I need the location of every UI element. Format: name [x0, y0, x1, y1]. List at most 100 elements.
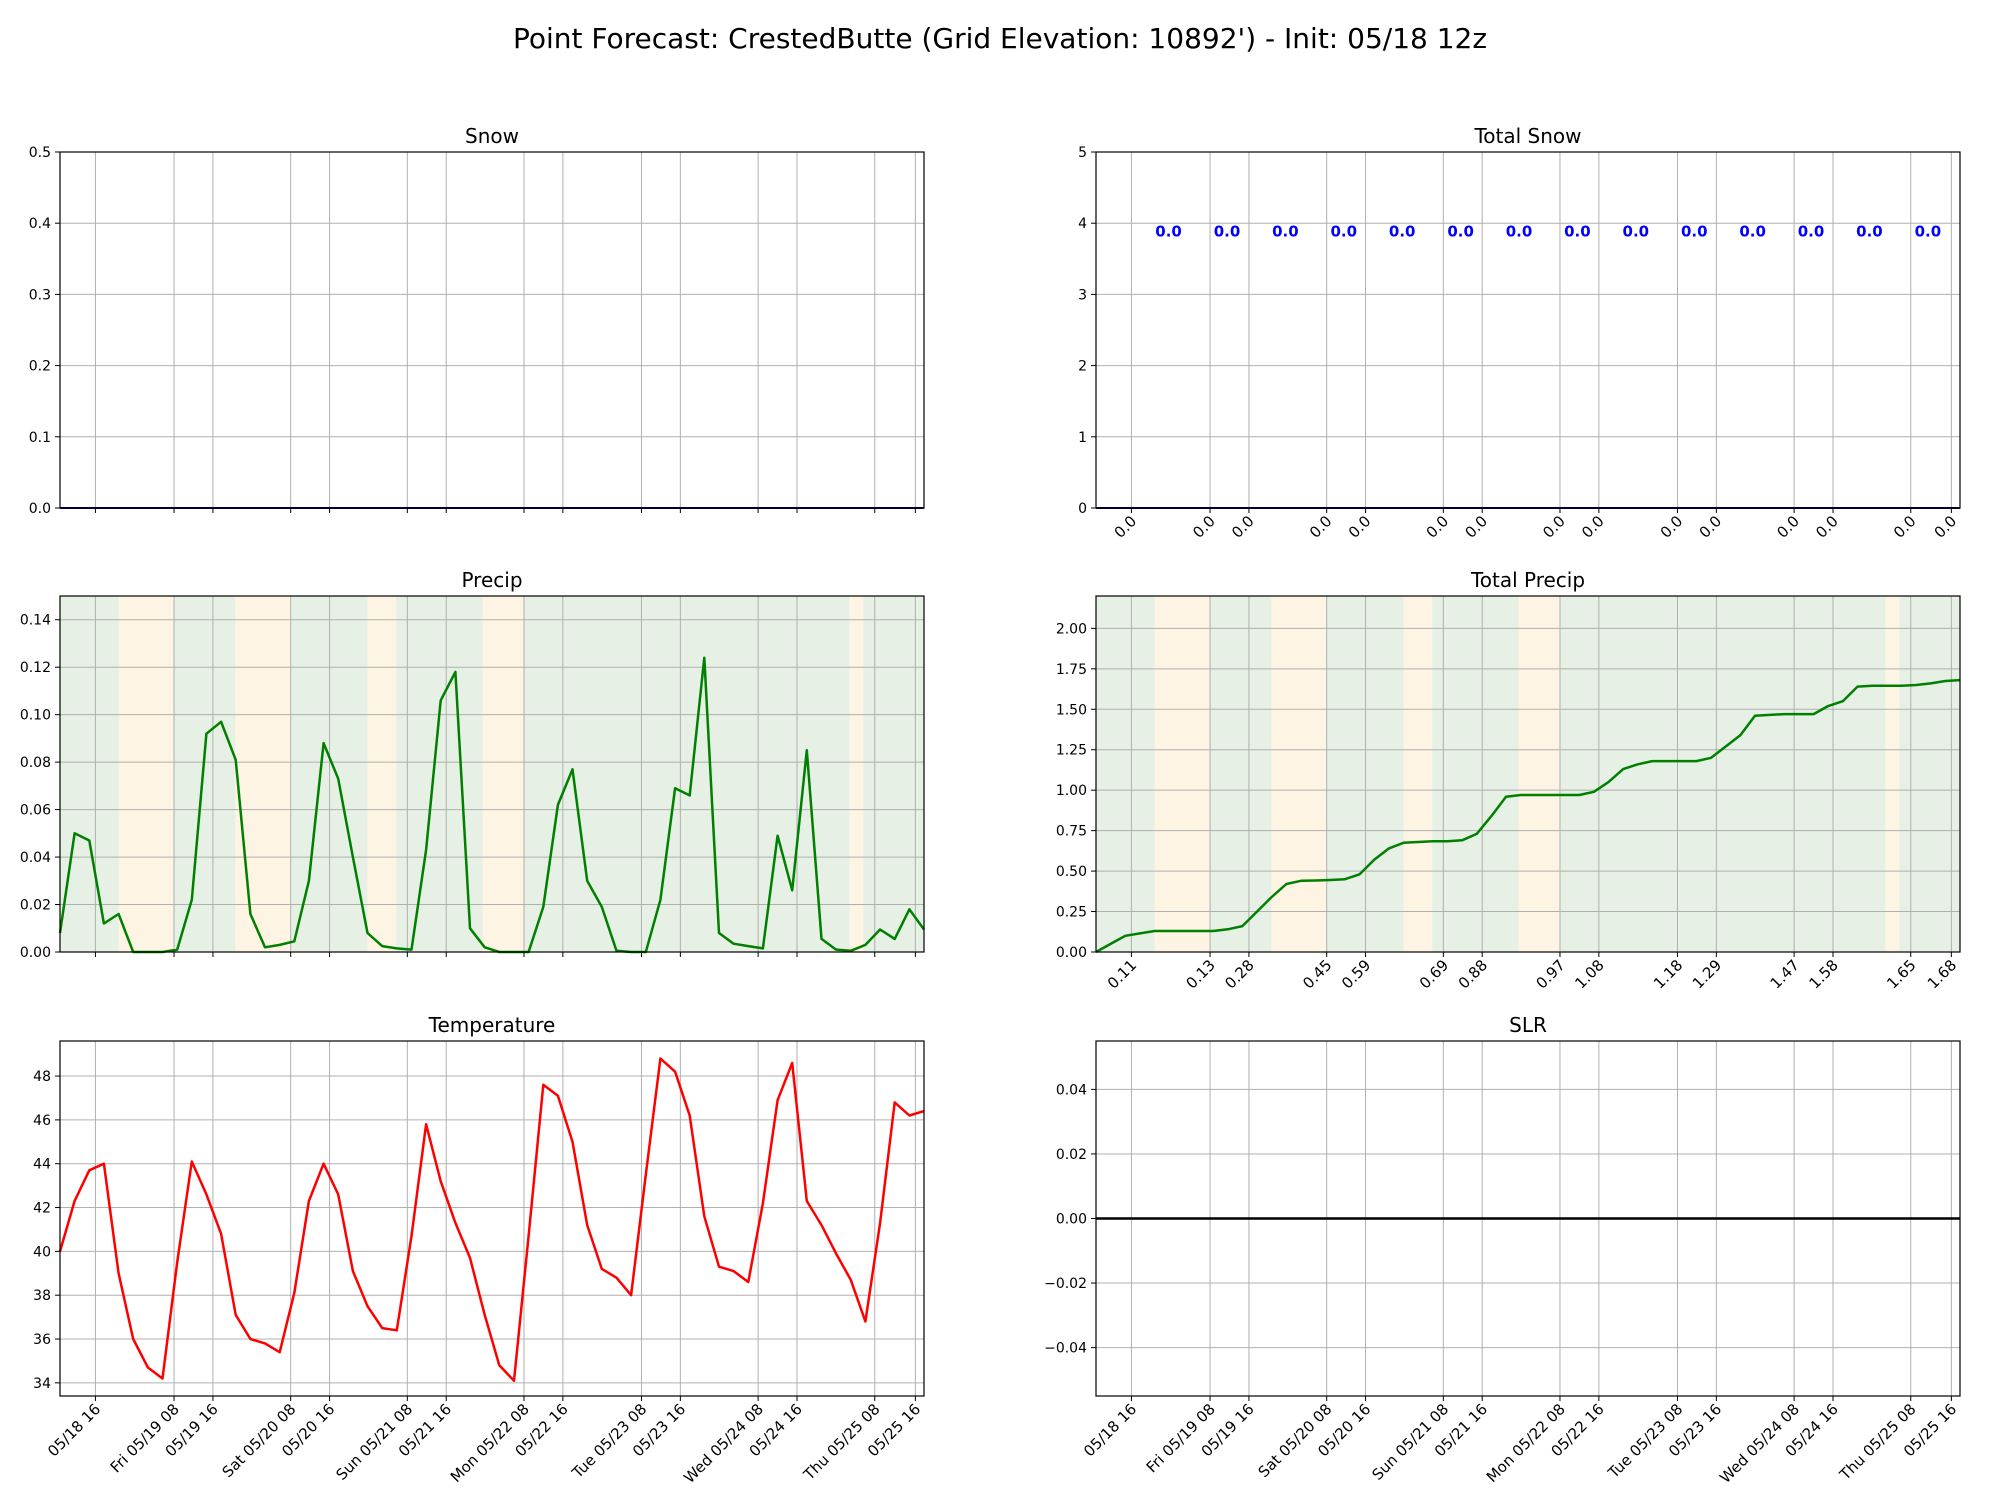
period-total-label: 0.0 — [1331, 222, 1358, 240]
y-tick-label: 3 — [1078, 287, 1087, 303]
x-tick-label: 0.0 — [1461, 512, 1491, 542]
y-tick-label: 0.4 — [29, 216, 51, 232]
y-tick-label: 40 — [33, 1244, 51, 1260]
panel-title: Precip — [461, 568, 522, 592]
y-tick-label: 34 — [33, 1376, 51, 1392]
y-tick-label: 46 — [33, 1113, 51, 1129]
x-tick-label: 0.0 — [1111, 512, 1141, 542]
x-tick-label: 05/18 16 — [44, 1400, 104, 1460]
y-tick-label: 2.00 — [1056, 621, 1087, 637]
x-tick-label: 0.0 — [1423, 512, 1453, 542]
x-tick-label: 1.58 — [1805, 956, 1841, 992]
y-tick-label: 0.12 — [20, 660, 51, 676]
period-total-label: 0.0 — [1506, 222, 1533, 240]
figure-title: Point Forecast: CrestedButte (Grid Eleva… — [512, 22, 1488, 55]
y-tick-label: −0.02 — [1044, 1276, 1087, 1292]
axes-frame — [59, 151, 925, 509]
x-tick-label: 0.97 — [1532, 956, 1568, 992]
period-total-label: 0.0 — [1739, 222, 1766, 240]
y-tick-label: 0 — [1078, 501, 1087, 517]
y-tick-label: 0.3 — [29, 287, 51, 303]
period-band — [1432, 596, 1519, 952]
x-tick-label: 0.11 — [1104, 956, 1140, 992]
period-band — [1154, 596, 1211, 952]
period-band — [118, 596, 175, 952]
panel-snow: 0.0 0.1 0.2 0.3 0.4 0.5 Snow — [29, 124, 925, 517]
period-band — [849, 596, 864, 952]
axes-frame — [1095, 151, 1961, 509]
axes-frame — [59, 595, 925, 953]
period-band — [174, 596, 236, 952]
period-total-label: 0.0 — [1681, 222, 1708, 240]
series-line-temperature — [58, 1057, 925, 1382]
y-tick-label: 0.00 — [1056, 945, 1087, 961]
panel-slr: −0.04 −0.02 0.00 0.02 0.04 SLR — [1044, 1013, 1961, 1401]
x-tick-label: 0.88 — [1455, 956, 1491, 992]
y-tick-label: 5 — [1078, 145, 1087, 161]
period-band — [1518, 596, 1560, 952]
period-band — [1271, 596, 1327, 952]
period-band — [1403, 596, 1433, 952]
y-tick-label: 0.14 — [20, 613, 51, 629]
y-tick-label: 0.02 — [20, 898, 51, 914]
y-tick-label: −0.04 — [1044, 1341, 1087, 1357]
y-tick-label: 1.50 — [1056, 702, 1087, 718]
y-tick-label: 42 — [33, 1201, 51, 1217]
y-tick-label: 0.10 — [20, 708, 51, 724]
period-total-label: 0.0 — [1389, 222, 1416, 240]
x-tick-label: 0.0 — [1189, 512, 1219, 542]
y-tick-label: 0.00 — [20, 945, 51, 961]
x-tick-label: 0.0 — [1696, 512, 1726, 542]
period-band — [482, 596, 524, 952]
period-band — [863, 596, 924, 952]
x-tick-label: 0.13 — [1183, 956, 1219, 992]
y-tick-label: 0.25 — [1056, 905, 1087, 921]
period-band — [523, 596, 850, 952]
period-band — [1559, 596, 1886, 952]
y-tick-label: 0.50 — [1056, 864, 1087, 880]
x-tick-label: 0.0 — [1228, 512, 1258, 542]
x-tick-label: 0.0 — [1306, 512, 1336, 542]
x-tick-label: 0.0 — [1812, 512, 1842, 542]
panel-title: Total Snow — [1473, 124, 1581, 148]
period-total-label: 0.0 — [1272, 222, 1299, 240]
period-band — [235, 596, 291, 952]
period-total-label: 0.0 — [1915, 222, 1942, 240]
x-tick-label: 0.0 — [1345, 512, 1375, 542]
panel-title: Total Precip — [1470, 568, 1585, 592]
y-tick-label: 38 — [33, 1288, 51, 1304]
axes-frame — [59, 1040, 925, 1397]
period-total-label: 0.0 — [1798, 222, 1825, 240]
panel-title: Snow — [465, 124, 519, 148]
period-total-label: 0.0 — [1155, 222, 1182, 240]
panel-title: SLR — [1509, 1013, 1547, 1037]
period-total-label: 0.0 — [1447, 222, 1474, 240]
y-tick-label: 1.00 — [1056, 783, 1087, 799]
x-tick-label: 1.65 — [1883, 956, 1919, 992]
y-tick-label: 0.04 — [1056, 1082, 1087, 1098]
period-band — [1885, 596, 1900, 952]
x-tick-label: 0.0 — [1890, 512, 1920, 542]
y-tick-label: 0.00 — [1056, 1212, 1087, 1228]
x-tick-label: 1.18 — [1650, 956, 1686, 992]
period-band — [367, 596, 397, 952]
y-tick-label: 48 — [33, 1069, 51, 1085]
x-tick-label: 0.0 — [1657, 512, 1687, 542]
series-line-precip — [58, 656, 926, 954]
y-tick-label: 4 — [1078, 216, 1087, 232]
y-tick-label: 0.75 — [1056, 824, 1087, 840]
period-total-label: 0.0 — [1214, 222, 1241, 240]
x-tick-label: 1.08 — [1571, 956, 1607, 992]
panel-temperature: 34 36 38 40 42 44 46 48 Temperature — [33, 1013, 925, 1401]
period-band — [1210, 596, 1272, 952]
y-tick-label: 1.75 — [1056, 662, 1087, 678]
x-tick-label: 1.47 — [1767, 956, 1803, 992]
x-tick-label: 05/18 16 — [1080, 1400, 1140, 1460]
x-tick-label: 0.59 — [1338, 956, 1374, 992]
period-band — [60, 596, 119, 952]
x-tick-label: 0.0 — [1773, 512, 1803, 542]
x-tick-label: 1.68 — [1924, 956, 1960, 992]
y-tick-label: 36 — [33, 1332, 51, 1348]
y-tick-label: 0.06 — [20, 803, 51, 819]
